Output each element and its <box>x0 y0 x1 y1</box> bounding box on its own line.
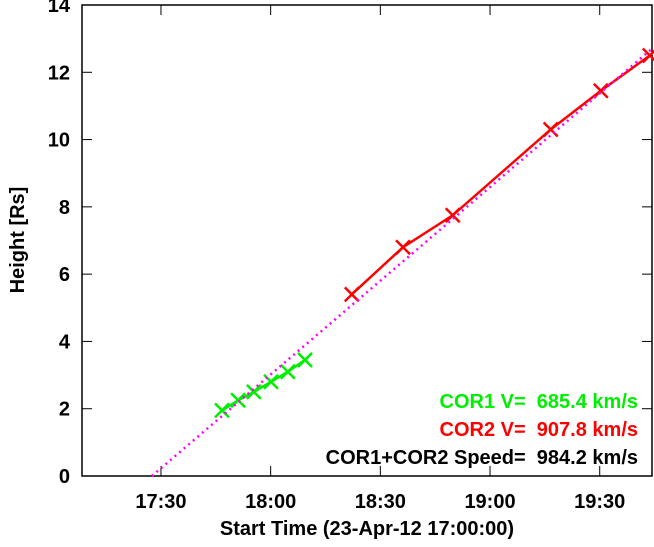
y-tick-label: 8 <box>59 197 70 219</box>
y-tick-label: 10 <box>48 130 70 152</box>
y-tick-label: 0 <box>59 466 70 488</box>
x-tick-label: 19:30 <box>574 491 625 513</box>
y-axis-label: Height [Rs] <box>7 187 29 294</box>
x-tick-label: 18:00 <box>245 491 296 513</box>
point-marker <box>641 47 654 64</box>
series-line <box>350 54 651 296</box>
annotation: COR2 V= 907.8 km/s <box>440 419 638 441</box>
point-marker <box>592 82 609 99</box>
x-tick-label: 18:30 <box>355 491 406 513</box>
x-axis-label: Start Time (23-Apr-12 17:00:00) <box>220 518 514 540</box>
y-tick-label: 6 <box>59 264 70 286</box>
point-marker <box>214 402 230 419</box>
annotation: COR1+COR2 Speed= 984.2 km/s <box>326 447 638 469</box>
point-marker <box>395 239 411 256</box>
y-tick-label: 14 <box>48 0 71 17</box>
point-marker <box>230 392 247 409</box>
plot-frame <box>81 4 653 477</box>
series-line <box>151 47 653 477</box>
point-marker <box>245 384 262 400</box>
point-marker <box>343 286 360 303</box>
x-tick-label: 17:30 <box>135 491 186 513</box>
point-marker <box>297 352 313 368</box>
point-marker <box>279 363 296 380</box>
y-tick-label: 12 <box>48 62 70 84</box>
point-marker <box>542 121 559 138</box>
y-tick-label: 2 <box>59 399 70 421</box>
y-tick-label: 4 <box>59 331 71 353</box>
x-tick-label: 19:00 <box>464 491 515 513</box>
annotation: COR1 V= 685.4 km/s <box>440 391 638 413</box>
point-marker <box>444 207 461 224</box>
